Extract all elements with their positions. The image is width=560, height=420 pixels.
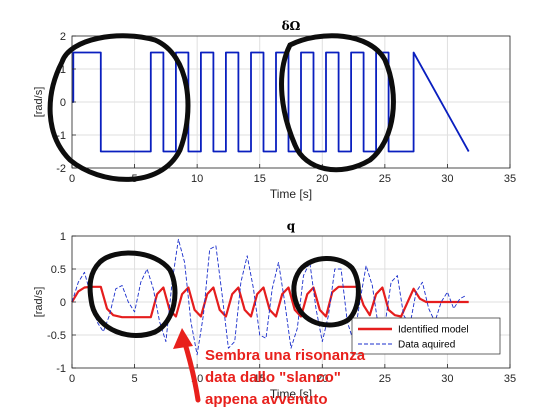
circle-mark-top-left <box>47 33 191 182</box>
red-arrow <box>173 328 201 403</box>
y-tick-label: 2 <box>60 31 66 43</box>
y-axis-label: [rad/s] <box>33 87 45 118</box>
x-tick-label: 25 <box>379 373 391 385</box>
y-tick-label: -2 <box>56 163 66 175</box>
y-axis-label: [rad/s] <box>33 287 45 318</box>
y-tick-label: -1 <box>56 130 66 142</box>
x-tick-label: 15 <box>254 173 266 185</box>
annotation-line-1: Sembra una risonanza <box>205 347 366 364</box>
y-tick-label: -1 <box>56 363 66 375</box>
y-tick-label: 0.5 <box>51 264 66 276</box>
chart-title: q <box>287 219 296 233</box>
x-tick-label: 20 <box>316 173 328 185</box>
subplot-bottom: 0 5 10 15 20 25 30 35-1-0.500.51 q Time [s] [ra… <box>33 219 516 401</box>
x-tick-label: 20 <box>316 373 328 385</box>
x-tick-label: 5 <box>132 373 138 385</box>
series-line-identified-model <box>71 285 469 319</box>
grid-lines <box>71 35 511 169</box>
y-tick-label: 1 <box>60 64 66 76</box>
chart-title: δΩ <box>282 19 301 33</box>
x-tick-label: 0 <box>69 373 75 385</box>
red-arrow-head <box>173 328 193 349</box>
x-tick-label: 25 <box>379 173 391 185</box>
legend: Identified model Data aquired <box>351 317 501 355</box>
y-tick-label: 0 <box>60 97 66 109</box>
x-tick-label: 0 <box>69 173 75 185</box>
legend-entry-identified-model: Identified model <box>398 325 469 336</box>
x-tick-label: 35 <box>504 173 516 185</box>
series-line-data-aquired <box>71 238 467 356</box>
series-line-series-0 <box>72 51 470 153</box>
y-tick-label: -0.5 <box>47 330 66 342</box>
x-tick-label: 10 <box>191 173 203 185</box>
x-tick-label: 30 <box>441 173 453 185</box>
circle-mark-top-right <box>279 33 396 173</box>
y-tick-label: 1 <box>60 231 66 243</box>
annotation-line-3: appena avvenuto <box>205 391 328 408</box>
legend-box <box>351 317 501 355</box>
circle-mark-bottom-left <box>87 250 178 338</box>
x-tick-label: 30 <box>441 373 453 385</box>
x-axis-label: Time [s] <box>270 387 312 401</box>
series-group <box>72 51 470 153</box>
x-axis-label: Time [s] <box>270 187 312 201</box>
legend-entry-data-aquired: Data aquired <box>398 340 455 351</box>
circle-mark-bottom-right <box>291 256 361 328</box>
handdrawn-circles <box>47 33 396 338</box>
series-group <box>71 238 469 356</box>
annotation-line-2: data dallo "slanco" <box>205 369 341 386</box>
x-tick-label: 15 <box>254 373 266 385</box>
x-tick-label: 35 <box>504 373 516 385</box>
y-tick-label: 0 <box>60 297 66 309</box>
